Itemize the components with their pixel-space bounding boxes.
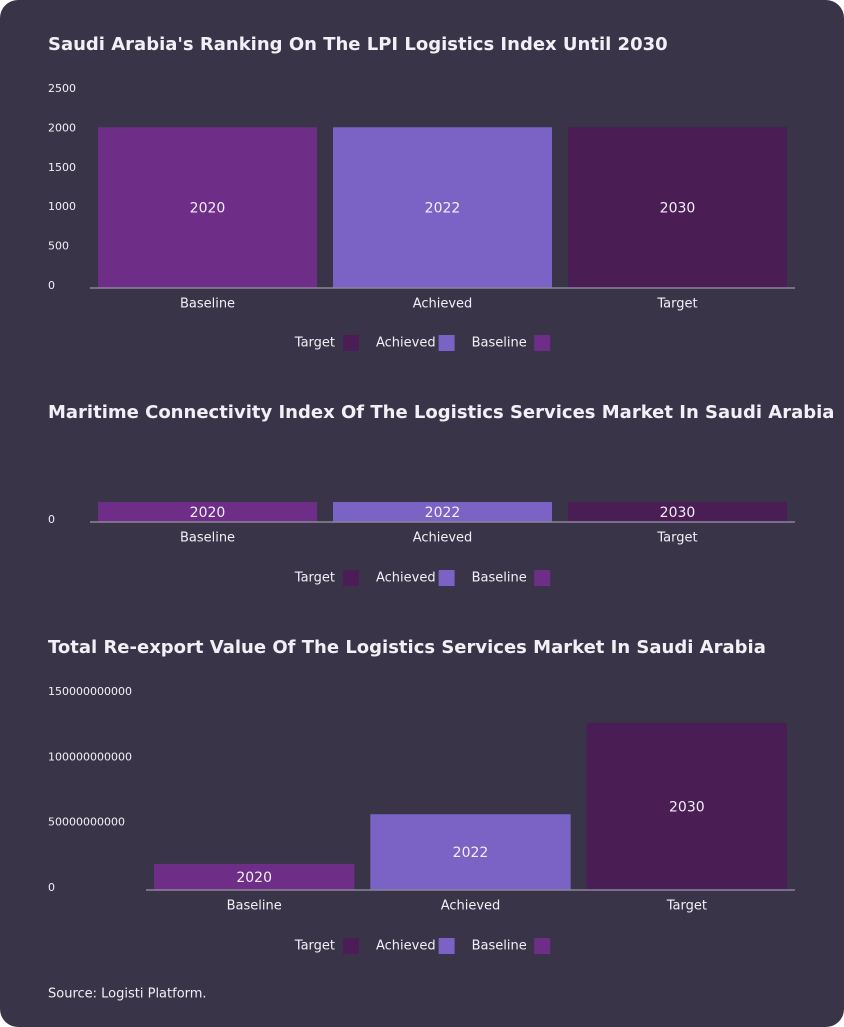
bar [333,127,552,288]
legend-swatch [534,938,551,954]
y-tick-label: 150000000000 [48,685,132,698]
bar-label: 2022 [453,845,489,861]
legend-label: Achieved [376,939,436,954]
legend-label: Baseline [472,939,527,954]
bar [370,814,571,890]
y-tick-label: 2500 [48,82,76,95]
bar-label: 2030 [660,201,696,217]
x-tick-label: Achieved [413,531,473,546]
x-tick-label: Baseline [227,899,282,914]
y-tick-label: 50000000000 [48,816,125,829]
legend-label: Achieved [376,571,436,586]
legend-label: Target [294,939,335,954]
legend-label: Target [294,336,335,351]
bar [586,722,787,890]
bar-label: 2030 [669,799,705,815]
bar [98,502,317,522]
y-tick-label: 500 [48,240,69,253]
x-tick-label: Target [656,531,697,546]
x-tick-label: Target [656,297,697,312]
bar-label: 2020 [190,201,226,217]
bar-label: 2020 [236,870,272,886]
bar-label: 2030 [660,505,696,521]
legend-swatch [343,938,359,954]
y-tick-label: 0 [48,279,55,292]
chart-title: Saudi Arabia's Ranking On The LPI Logist… [48,34,668,55]
y-tick-label: 100000000000 [48,750,132,763]
y-tick-label: 1500 [48,161,76,174]
bar [154,863,355,890]
bar-label: 2022 [425,505,461,521]
y-tick-label: 2000 [48,121,76,134]
bar-label: 2020 [190,505,226,521]
legend-swatch [438,938,455,954]
chart-title: Maritime Connectivity Index Of The Logis… [48,402,834,423]
x-tick-label: Baseline [180,531,235,546]
legend-swatch [438,335,455,351]
legend-label: Baseline [472,571,527,586]
y-tick-label: 0 [48,513,55,526]
legend-label: Target [294,571,335,586]
y-tick-label: 0 [48,881,55,894]
bar [568,502,787,522]
bar [568,127,787,288]
x-tick-label: Target [666,899,707,914]
legend-label: Baseline [472,336,527,351]
legend-swatch [534,570,551,586]
legend-swatch [343,335,359,351]
source-note: Source: Logisti Platform. [48,987,207,1002]
legend-swatch [534,335,551,351]
legend-swatch [438,570,455,586]
bar [98,127,317,288]
x-tick-label: Achieved [413,297,473,312]
bar-label: 2022 [425,201,461,217]
legend-label: Achieved [376,336,436,351]
y-tick-label: 1000 [48,200,76,213]
x-tick-label: Baseline [180,297,235,312]
chart-title: Total Re-export Value Of The Logistics S… [48,637,766,658]
x-tick-label: Achieved [441,899,501,914]
bar [333,502,552,522]
legend-swatch [343,570,359,586]
